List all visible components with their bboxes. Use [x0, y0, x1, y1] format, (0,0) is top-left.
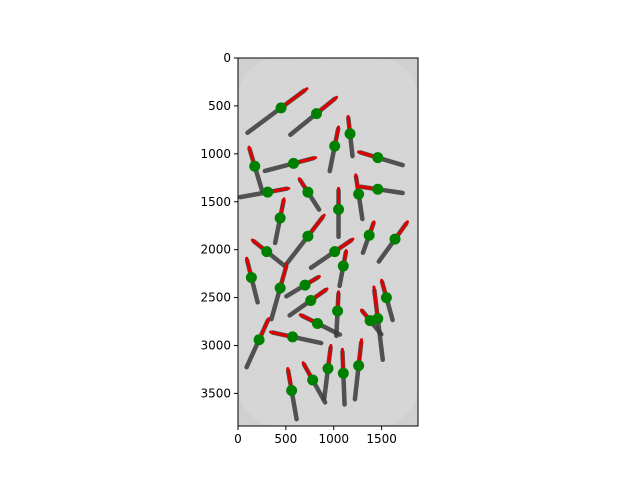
centroid-marker-23 — [305, 294, 317, 306]
y-tick-label-7: 3500 — [200, 386, 231, 400]
y-tick-label-2: 1000 — [200, 147, 231, 161]
x-axis: 0 500 1000 1500 — [234, 426, 397, 446]
centroid-marker-22 — [380, 292, 392, 304]
centroid-marker-13 — [302, 230, 314, 242]
y-tick-label-4: 2000 — [200, 243, 231, 257]
centroid-marker-5 — [288, 157, 300, 169]
centroid-marker-33 — [307, 374, 319, 386]
y-tick-label-5: 2500 — [200, 291, 231, 305]
y-tick-label-6: 3000 — [200, 339, 231, 353]
y-tick-label-1: 500 — [208, 99, 231, 113]
centroid-marker-4 — [372, 152, 384, 164]
centroid-marker-27 — [311, 317, 323, 329]
centroid-marker-0 — [275, 102, 287, 114]
centroid-marker-11 — [333, 203, 345, 215]
centroid-marker-30 — [322, 363, 334, 374]
centroid-marker-20 — [299, 279, 311, 291]
centroid-marker-21 — [274, 282, 286, 294]
centroid-marker-3 — [329, 140, 341, 152]
y-tick-label-0: 0 — [223, 51, 231, 65]
centroid-marker-16 — [261, 246, 273, 258]
x-tick-label-2: 1000 — [318, 432, 349, 446]
centroid-marker-34 — [286, 385, 298, 397]
centroid-marker-9 — [353, 188, 365, 200]
centroid-marker-18 — [337, 260, 349, 272]
centroid-marker-31 — [353, 360, 365, 372]
centroid-markers — [245, 102, 401, 397]
plot-frame — [237, 57, 419, 427]
centroid-marker-12 — [274, 212, 286, 224]
plot-area — [237, 57, 419, 427]
centroid-marker-28 — [253, 334, 265, 346]
y-tick-label-3: 1500 — [200, 195, 231, 209]
centroid-marker-24 — [332, 305, 344, 317]
centroid-marker-6 — [249, 160, 261, 172]
centroid-marker-26 — [372, 313, 384, 325]
x-tick-label-0: 0 — [234, 432, 242, 446]
centroid-marker-2 — [344, 128, 356, 140]
centroid-marker-14 — [389, 233, 401, 245]
centroid-marker-10 — [372, 183, 384, 195]
centroid-marker-19 — [245, 271, 257, 283]
x-tick-label-3: 1500 — [366, 432, 397, 446]
centroid-marker-29 — [287, 331, 299, 343]
centroid-marker-8 — [302, 186, 314, 198]
x-tick-label-1: 500 — [274, 432, 297, 446]
centroid-marker-17 — [329, 246, 341, 258]
centroid-marker-32 — [337, 367, 349, 379]
centroid-marker-1 — [311, 108, 323, 120]
y-axis: 0 500 1000 1500 2000 2500 3000 3500 — [200, 51, 238, 400]
centroid-marker-15 — [363, 229, 375, 241]
centroid-marker-7 — [262, 186, 274, 198]
